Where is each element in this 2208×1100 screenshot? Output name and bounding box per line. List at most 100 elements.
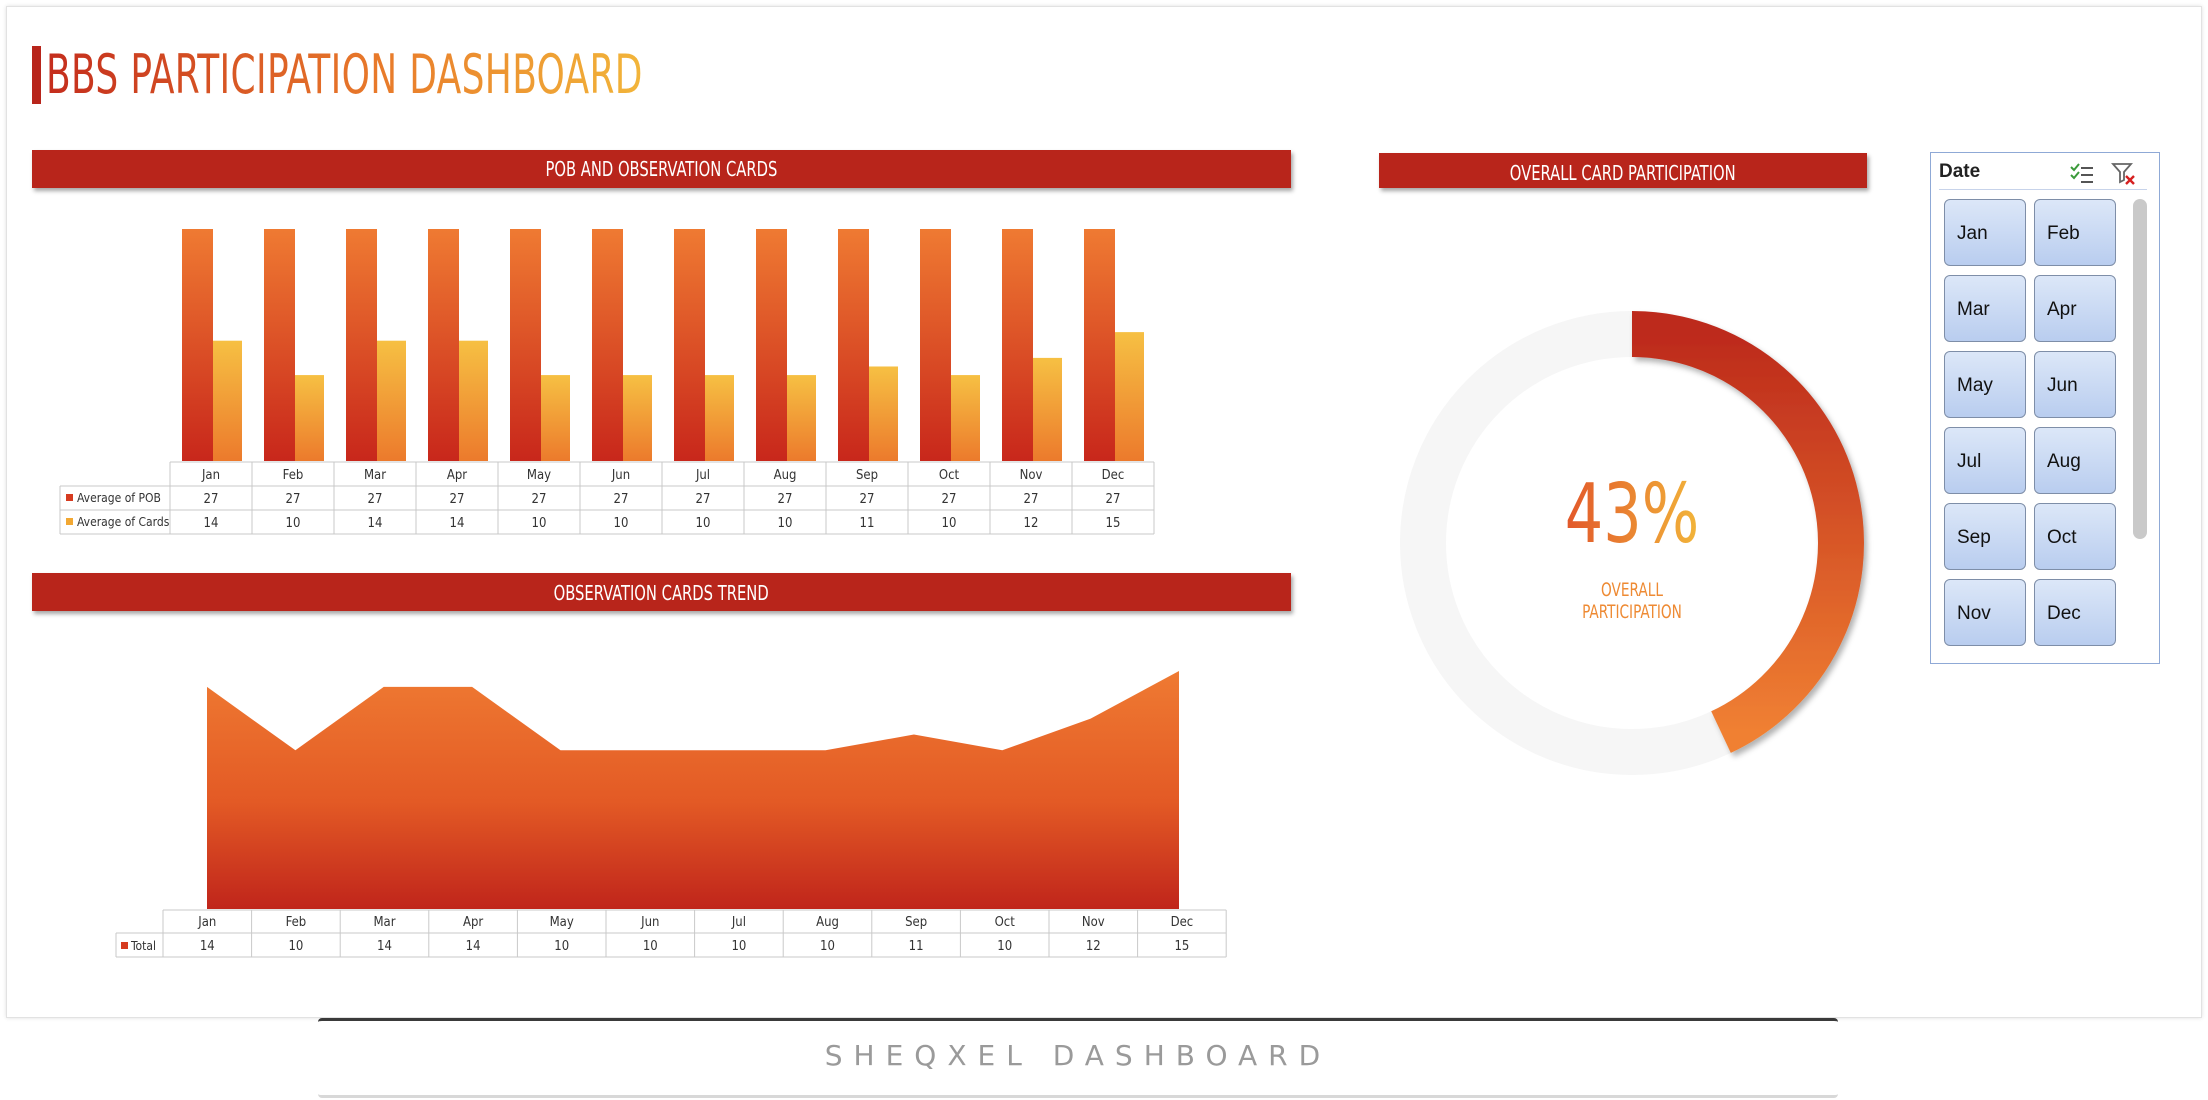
bar-tick-label-dec: Dec bbox=[1102, 468, 1125, 483]
banner-overall-label: OVERALL CARD PARTICIPATION bbox=[1510, 161, 1736, 185]
area-data-label-jul: 10 bbox=[731, 939, 746, 954]
bar-data-label-average-of-cards-may: 10 bbox=[532, 516, 547, 531]
area-data-label-feb: 10 bbox=[288, 939, 303, 954]
bar-data-label-average-of-cards-feb: 10 bbox=[286, 516, 301, 531]
bar-data-label-average-of-pob-aug: 27 bbox=[778, 492, 793, 507]
bar-average-of-pob-nov bbox=[1002, 229, 1033, 461]
bar-average-of-pob-feb bbox=[264, 229, 295, 461]
slicer-item-feb[interactable]: Feb bbox=[2034, 199, 2116, 266]
bar-average-of-cards-may bbox=[541, 375, 570, 461]
multi-select-icon[interactable] bbox=[2069, 161, 2095, 187]
bar-average-of-pob-mar bbox=[346, 229, 377, 461]
bar-tick-label-feb: Feb bbox=[283, 468, 304, 483]
kpi-value: 43% bbox=[1565, 465, 1699, 561]
area-data-label-mar: 14 bbox=[377, 939, 392, 954]
slicer-item-oct[interactable]: Oct bbox=[2034, 503, 2116, 570]
area-tick-label-dec: Dec bbox=[1171, 915, 1194, 930]
bar-tick-label-may: May bbox=[527, 468, 551, 483]
area-data-label-jun: 10 bbox=[643, 939, 658, 954]
bar-average-of-pob-jan bbox=[182, 229, 213, 461]
slicer-scrollbar[interactable] bbox=[2133, 199, 2147, 539]
bar-average-of-pob-jun bbox=[592, 229, 623, 461]
bar-data-label-average-of-pob-apr: 27 bbox=[450, 492, 465, 507]
bar-average-of-pob-dec bbox=[1084, 229, 1115, 461]
bar-tick-label-aug: Aug bbox=[774, 468, 797, 483]
area-tick-label-apr: Apr bbox=[463, 915, 483, 930]
donut-participation-arc bbox=[1631, 311, 1864, 753]
area-data-table: Jan 14 Feb 10 Mar 14 Apr 14 May 10 Jun 10 Jul 10 Aug 10… bbox=[115, 909, 1227, 958]
bar-data-label-average-of-pob-jul: 27 bbox=[696, 492, 711, 507]
bar-average-of-cards-dec bbox=[1115, 332, 1144, 461]
slicer-item-jun[interactable]: Jun bbox=[2034, 351, 2116, 418]
bar-data-label-average-of-cards-mar: 14 bbox=[368, 516, 383, 531]
area-data-label-jan: 14 bbox=[200, 939, 215, 954]
area-data-label-oct: 10 bbox=[997, 939, 1012, 954]
bar-data-label-average-of-cards-oct: 10 bbox=[942, 516, 957, 531]
overall-participation-donut: 43% OVERALL PARTICIPATION bbox=[1400, 311, 1864, 775]
banner-overall: OVERALL CARD PARTICIPATION bbox=[1379, 153, 1867, 188]
bar-tick-label-mar: Mar bbox=[364, 468, 386, 483]
legend-label-total: Total bbox=[130, 939, 156, 953]
legend-swatch-average-of-pob bbox=[66, 494, 73, 501]
bar-data-table: Jan Feb Mar Apr May Jun Jul Aug Sep Oct Nov Dec Aver… bbox=[59, 461, 1155, 535]
clear-filter-icon[interactable] bbox=[2111, 161, 2137, 187]
bar-data-label-average-of-pob-dec: 27 bbox=[1106, 492, 1121, 507]
slicer-item-jan[interactable]: Jan bbox=[1944, 199, 2026, 266]
slicer-title: Date bbox=[1939, 161, 1981, 182]
bar-average-of-cards-jul bbox=[705, 375, 734, 461]
slicer-item-mar[interactable]: Mar bbox=[1944, 275, 2026, 342]
legend-swatch-average-of-cards bbox=[66, 518, 73, 525]
bar-data-label-average-of-pob-oct: 27 bbox=[942, 492, 957, 507]
bar-average-of-cards-aug bbox=[787, 375, 816, 461]
area-data-label-dec: 15 bbox=[1174, 939, 1189, 954]
date-slicer: Date Jan Feb Mar Apr May Jun Jul Aug Sep Oct Nov De… bbox=[1930, 152, 2160, 664]
slicer-item-may[interactable]: May bbox=[1944, 351, 2026, 418]
bar-average-of-cards-sep bbox=[869, 366, 898, 461]
area-data-label-nov: 12 bbox=[1086, 939, 1101, 954]
bar-data-label-average-of-cards-nov: 12 bbox=[1024, 516, 1039, 531]
legend-swatch-total bbox=[121, 942, 128, 949]
area-tick-label-nov: Nov bbox=[1082, 915, 1105, 930]
bar-data-label-average-of-cards-jul: 10 bbox=[696, 516, 711, 531]
pob-cards-bar-chart: Jan Feb Mar Apr May Jun Jul Aug Sep Oct Nov Dec Aver… bbox=[59, 229, 1155, 535]
slicer-divider bbox=[1939, 189, 2147, 190]
bar-data-label-average-of-pob-mar: 27 bbox=[368, 492, 383, 507]
banner-trend: OBSERVATION CARDS TREND bbox=[32, 573, 1291, 611]
bar-average-of-cards-mar bbox=[377, 340, 406, 461]
banner-trend-label: OBSERVATION CARDS TREND bbox=[553, 581, 770, 605]
bar-tick-label-sep: Sep bbox=[856, 468, 878, 483]
area-tick-label-aug: Aug bbox=[816, 915, 839, 930]
bar-data-label-average-of-cards-jan: 14 bbox=[204, 516, 219, 531]
slicer-item-dec[interactable]: Dec bbox=[2034, 579, 2116, 646]
area-tick-label-jan: Jan bbox=[197, 915, 216, 930]
bar-data-label-average-of-pob-jun: 27 bbox=[614, 492, 629, 507]
area-tick-label-oct: Oct bbox=[995, 915, 1016, 930]
area-tick-label-jul: Jul bbox=[731, 915, 746, 930]
area-tick-label-jun: Jun bbox=[640, 915, 659, 930]
bar-average-of-pob-sep bbox=[838, 229, 869, 461]
slicer-item-sep[interactable]: Sep bbox=[1944, 503, 2026, 570]
bar-average-of-pob-jul bbox=[674, 229, 705, 461]
bar-average-of-cards-jan bbox=[213, 340, 242, 461]
footer-text: SHEQXEL DASHBOARD bbox=[824, 1039, 1332, 1072]
bar-data-label-average-of-pob-may: 27 bbox=[532, 492, 547, 507]
bar-average-of-pob-oct bbox=[920, 229, 951, 461]
bar-data-label-average-of-pob-feb: 27 bbox=[286, 492, 301, 507]
bar-data-label-average-of-pob-sep: 27 bbox=[860, 492, 875, 507]
bar-data-label-average-of-pob-jan: 27 bbox=[204, 492, 219, 507]
bar-tick-label-nov: Nov bbox=[1020, 468, 1043, 483]
slicer-item-jul[interactable]: Jul bbox=[1944, 427, 2026, 494]
bar-data-label-average-of-cards-aug: 10 bbox=[778, 516, 793, 531]
bar-data-label-average-of-cards-sep: 11 bbox=[860, 516, 875, 531]
bar-data-label-average-of-cards-dec: 15 bbox=[1106, 516, 1121, 531]
slicer-item-apr[interactable]: Apr bbox=[2034, 275, 2116, 342]
bar-average-of-pob-may bbox=[510, 229, 541, 461]
slicer-item-nov[interactable]: Nov bbox=[1944, 579, 2026, 646]
footer-bar: SHEQXEL DASHBOARD bbox=[318, 1018, 1838, 1098]
area-data-label-aug: 10 bbox=[820, 939, 835, 954]
bar-average-of-cards-feb bbox=[295, 375, 324, 461]
banner-pob-cards-label: POB AND OBSERVATION CARDS bbox=[545, 157, 778, 181]
area-data-label-may: 10 bbox=[554, 939, 569, 954]
slicer-item-aug[interactable]: Aug bbox=[2034, 427, 2116, 494]
legend-label-average-of-cards: Average of Cards bbox=[77, 515, 170, 529]
